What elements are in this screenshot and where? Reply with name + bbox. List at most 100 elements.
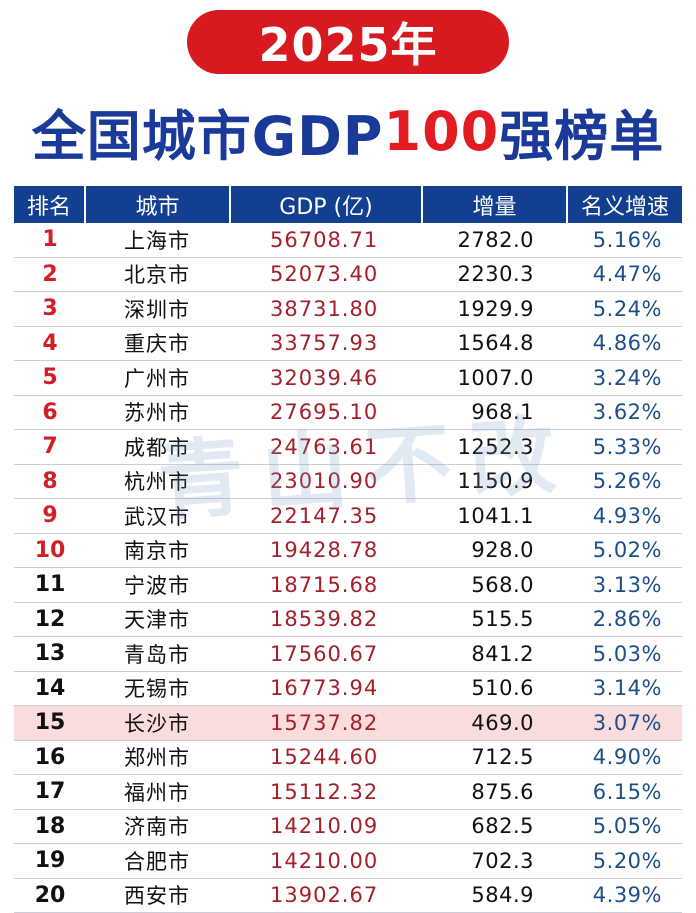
gdp-cell: 18539.82 xyxy=(231,603,423,637)
growth-cell: 5.26% xyxy=(568,465,682,499)
city-cell: 杭州市 xyxy=(86,465,231,499)
rank-cell: 7 xyxy=(14,430,86,464)
growth-cell: 3.24% xyxy=(568,361,682,395)
increase-cell: 928.0 xyxy=(423,534,568,568)
increase-cell: 2230.3 xyxy=(423,258,568,292)
increase-cell: 584.9 xyxy=(423,879,568,913)
rank-cell: 16 xyxy=(14,741,86,775)
increase-cell: 1007.0 xyxy=(423,361,568,395)
title-suffix: 强榜单 xyxy=(499,92,664,171)
city-cell: 郑州市 xyxy=(86,741,231,775)
city-cell: 广州市 xyxy=(86,361,231,395)
rank-cell: 18 xyxy=(14,810,86,844)
gdp-cell: 13902.67 xyxy=(231,879,423,913)
increase-cell: 712.5 xyxy=(423,741,568,775)
increase-cell: 1564.8 xyxy=(423,327,568,361)
growth-cell: 3.13% xyxy=(568,568,682,602)
rank-cell: 6 xyxy=(14,396,86,430)
rank-cell: 10 xyxy=(14,534,86,568)
column-header-rank: 排名 xyxy=(14,186,86,223)
city-cell: 长沙市 xyxy=(86,706,231,740)
gdp-cell: 52073.40 xyxy=(231,258,423,292)
gdp-cell: 38731.80 xyxy=(231,292,423,326)
increase-cell: 841.2 xyxy=(423,637,568,671)
increase-cell: 2782.0 xyxy=(423,223,568,257)
city-cell: 苏州市 xyxy=(86,396,231,430)
year-label: 2025年 xyxy=(258,9,437,75)
gdp-cell: 23010.90 xyxy=(231,465,423,499)
rank-cell: 1 xyxy=(14,223,86,257)
growth-cell: 4.93% xyxy=(568,499,682,533)
column-header-city: 城市 xyxy=(86,186,231,223)
growth-cell: 4.86% xyxy=(568,327,682,361)
gdp-cell: 15244.60 xyxy=(231,741,423,775)
growth-cell: 4.47% xyxy=(568,258,682,292)
rank-cell: 9 xyxy=(14,499,86,533)
rank-cell: 15 xyxy=(14,706,86,740)
gdp-cell: 17560.67 xyxy=(231,637,423,671)
rank-cell: 13 xyxy=(14,637,86,671)
increase-cell: 568.0 xyxy=(423,568,568,602)
city-cell: 天津市 xyxy=(86,603,231,637)
city-cell: 福州市 xyxy=(86,775,231,809)
rank-cell: 11 xyxy=(14,568,86,602)
increase-cell: 1252.3 xyxy=(423,430,568,464)
city-cell: 宁波市 xyxy=(86,568,231,602)
growth-cell: 5.03% xyxy=(568,637,682,671)
growth-cell: 5.20% xyxy=(568,844,682,878)
growth-cell: 5.33% xyxy=(568,430,682,464)
city-cell: 西安市 xyxy=(86,879,231,913)
city-cell: 青岛市 xyxy=(86,637,231,671)
increase-cell: 968.1 xyxy=(423,396,568,430)
gdp-cell: 22147.35 xyxy=(231,499,423,533)
increase-cell: 702.3 xyxy=(423,844,568,878)
column-header-increase: 增量 xyxy=(423,186,568,223)
city-cell: 济南市 xyxy=(86,810,231,844)
gdp-cell: 15112.32 xyxy=(231,775,423,809)
table-header: 排名 城市 GDP (亿) 增量 名义增速 xyxy=(14,186,682,223)
growth-cell: 3.07% xyxy=(568,706,682,740)
rank-cell: 19 xyxy=(14,844,86,878)
city-cell: 合肥市 xyxy=(86,844,231,878)
gdp-cell: 14210.00 xyxy=(231,844,423,878)
growth-cell: 3.14% xyxy=(568,672,682,706)
gdp-cell: 15737.82 xyxy=(231,706,423,740)
growth-cell: 2.86% xyxy=(568,603,682,637)
title-highlight: 100 xyxy=(384,100,500,163)
increase-cell: 1041.1 xyxy=(423,499,568,533)
growth-cell: 5.24% xyxy=(568,292,682,326)
gdp-cell: 18715.68 xyxy=(231,568,423,602)
growth-cell: 5.16% xyxy=(568,223,682,257)
city-cell: 北京市 xyxy=(86,258,231,292)
city-cell: 上海市 xyxy=(86,223,231,257)
growth-cell: 3.62% xyxy=(568,396,682,430)
title-prefix: 全国城市GDP xyxy=(32,92,384,171)
city-cell: 无锡市 xyxy=(86,672,231,706)
growth-cell: 6.15% xyxy=(568,775,682,809)
rank-cell: 4 xyxy=(14,327,86,361)
growth-cell: 4.39% xyxy=(568,879,682,913)
city-cell: 重庆市 xyxy=(86,327,231,361)
increase-cell: 510.6 xyxy=(423,672,568,706)
gdp-cell: 56708.71 xyxy=(231,223,423,257)
rank-cell: 5 xyxy=(14,361,86,395)
